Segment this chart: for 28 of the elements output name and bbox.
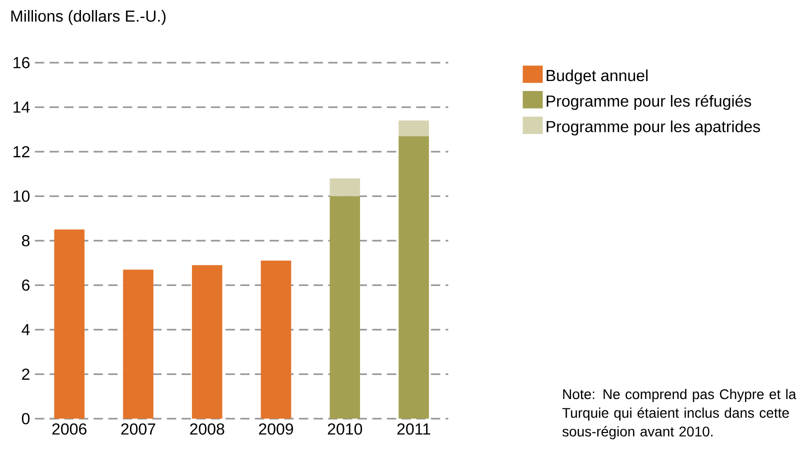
- x-tick-label: 2008: [190, 423, 224, 435]
- y-tick-label: 10: [14, 190, 30, 202]
- bar: [330, 178, 360, 196]
- y-tick-label: 6: [22, 279, 30, 291]
- bar: [398, 120, 429, 136]
- y-tick-label: 0: [22, 412, 30, 424]
- bar: [330, 196, 360, 419]
- bar: [260, 260, 292, 419]
- legend-label: Budget annuel: [546, 69, 648, 84]
- bar: [123, 270, 154, 419]
- bar: [398, 136, 429, 419]
- x-tick-label: 2006: [52, 423, 86, 435]
- x-tick-label: 2009: [259, 423, 294, 435]
- text: Note: Ne comprend pas Chypre et la Turquie qui étaient inclus dans cette sous-région avant 2010.: [562, 388, 796, 440]
- x-tick-label: 2007: [121, 423, 156, 435]
- y-tick-label: 14: [14, 102, 30, 113]
- bar: [192, 265, 222, 419]
- y-tick-label: 16: [14, 57, 30, 68]
- y-tick-label: 4: [22, 324, 30, 336]
- bar: [54, 230, 84, 419]
- x-tick-label: 2010: [328, 423, 362, 435]
- legend-label: Programme pour les apatrides: [546, 120, 760, 136]
- y-tick-label: 2: [22, 368, 30, 380]
- y-tick-label: 8: [22, 234, 30, 246]
- y-tick-label: 12: [14, 146, 30, 158]
- y-axis-title: Millions (dollars E.-U.): [11, 10, 166, 25]
- x-tick-label: 2011: [397, 423, 430, 435]
- legend-label: Programme pour les réfugiés: [546, 94, 752, 110]
